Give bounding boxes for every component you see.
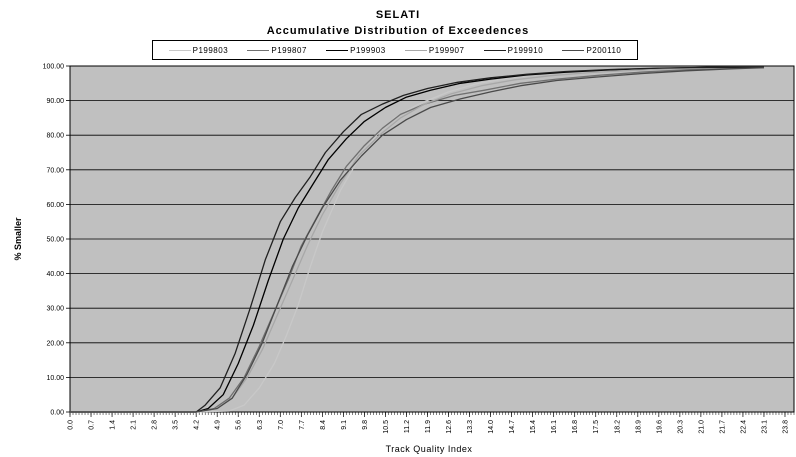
x-tick-label: 13.3 (467, 420, 474, 434)
series-line-p199807 (70, 67, 765, 413)
y-tick-label: 100.00 (43, 64, 65, 71)
x-tick-label: 9.8 (362, 420, 369, 430)
x-tick-label: 16.1 (551, 420, 558, 434)
y-tick-label: 10.00 (46, 375, 64, 382)
legend-swatch (326, 49, 349, 51)
series-line-p200110 (70, 67, 765, 413)
x-axis-title: Track Quality Index (386, 444, 473, 454)
legend-swatch (247, 49, 270, 51)
x-tick-label: 18.9 (635, 420, 642, 434)
x-tick-label: 5.6 (236, 420, 243, 430)
x-tick-label: 10.5 (383, 420, 390, 434)
x-tick-label: 7.7 (299, 420, 306, 430)
x-tick-label: 20.3 (677, 420, 684, 434)
x-tick-label: 22.4 (740, 420, 747, 434)
legend-label: P199910 (507, 45, 544, 55)
x-tick-label: 7.0 (278, 420, 285, 430)
legend-item: P199903 (326, 46, 386, 55)
y-tick-label: 40.00 (46, 271, 64, 278)
legend-label: P200110 (586, 45, 622, 55)
legend-item: P199803 (168, 45, 229, 55)
x-tick-label: 9.1 (341, 420, 348, 430)
x-tick-label: 11.9 (425, 420, 432, 433)
legend-label: P199903 (350, 45, 386, 55)
x-tick-label: 16.8 (572, 420, 579, 434)
chart-title: SELATI (375, 9, 421, 21)
x-tick-label: 0.7 (89, 420, 96, 430)
x-tick-label: 2.8 (152, 420, 159, 430)
legend-label: P199907 (428, 45, 465, 55)
x-tick-label: 18.2 (614, 420, 621, 434)
x-tick-label: 1.4 (110, 420, 117, 430)
x-tick-label: 6.3 (257, 420, 264, 430)
legend-item: P199910 (483, 45, 544, 55)
legend-item: P199807 (247, 46, 307, 55)
legend-swatch (483, 49, 506, 51)
x-tick-label: 23.8 (782, 420, 789, 434)
legend-swatch (562, 49, 585, 51)
y-tick-label: 30.00 (46, 306, 64, 313)
x-tick-label: 17.5 (593, 420, 600, 434)
x-tick-label: 21.0 (698, 420, 705, 434)
legend-item: P200110 (562, 46, 621, 55)
x-tick-label: 8.4 (320, 420, 327, 430)
x-tick-label: 4.2 (194, 420, 201, 430)
series-line-p199907 (70, 66, 764, 413)
x-tick-label: 14.7 (509, 420, 516, 434)
x-tick-label: 3.5 (173, 420, 180, 430)
y-tick-label: 60.00 (46, 202, 64, 209)
x-tick-label: 14.0 (488, 420, 495, 434)
y-tick-label: 80.00 (46, 133, 64, 140)
x-tick-label: 11.2 (404, 420, 411, 433)
legend-label: P199807 (271, 45, 307, 55)
x-tick-label: 19.6 (656, 420, 663, 434)
legend-item: P199907 (404, 45, 465, 55)
x-tick-label: 15.4 (530, 420, 537, 434)
y-tick-label: 0.00 (50, 410, 64, 417)
y-tick-label: 90.00 (46, 98, 64, 105)
legend-swatch (168, 49, 191, 51)
legend: P199803 P199807 P199903 P199907 P199910 P2001… (152, 40, 638, 60)
y-tick-label: 70.00 (46, 167, 64, 174)
x-tick-label: 12.6 (446, 420, 453, 434)
y-axis-title: % Smaller (13, 217, 23, 261)
legend-label: P199803 (192, 45, 229, 55)
x-tick-label: 2.1 (131, 420, 138, 430)
series-line-p199910 (70, 66, 764, 413)
y-tick-label: 50.00 (46, 237, 64, 244)
x-tick-label: 23.1 (761, 420, 768, 434)
x-tick-label: 0.0 (68, 420, 75, 430)
x-tick-label: 4.9 (215, 420, 222, 430)
y-tick-label: 20.00 (46, 340, 64, 347)
chart-subtitle: Accumulative Distribution of Exceedences (266, 25, 530, 37)
legend-swatch (404, 49, 427, 51)
x-tick-label: 21.7 (719, 420, 726, 434)
